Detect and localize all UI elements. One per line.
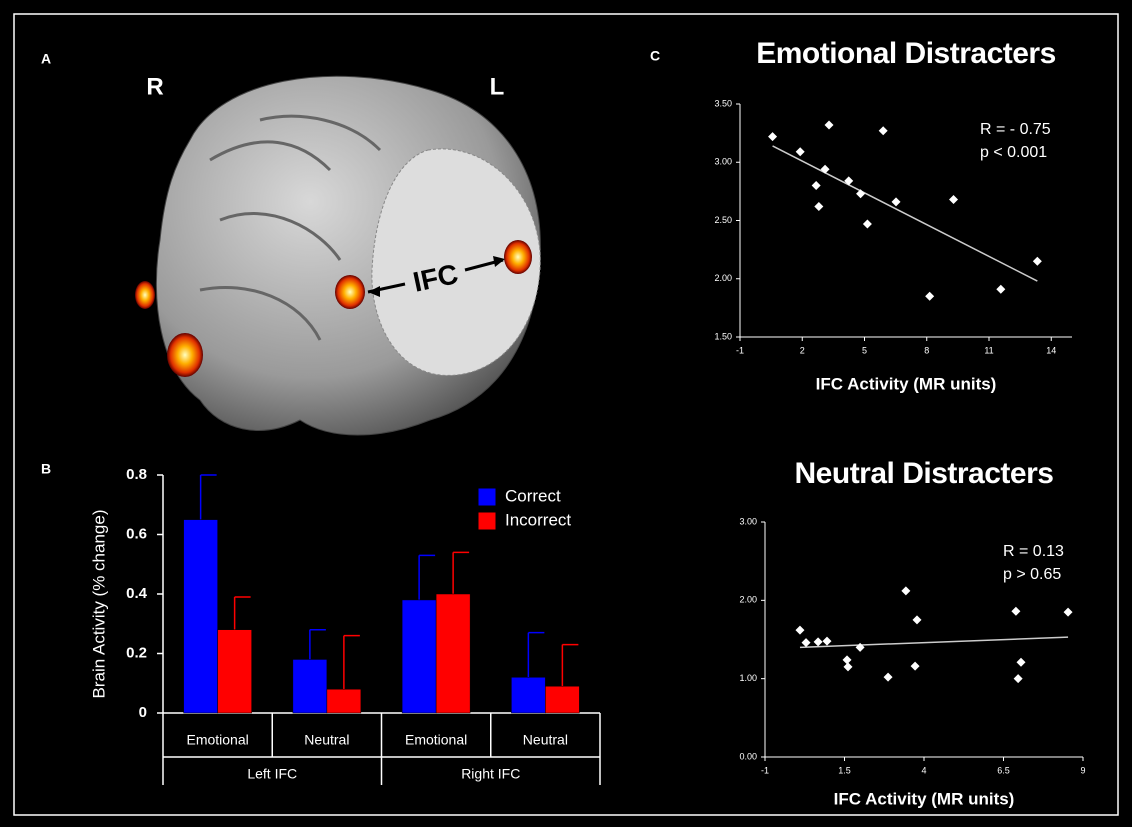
legend-label: Correct — [505, 486, 561, 505]
page: A B C R L IFC 00.20.40.60.8Brain Activit… — [0, 0, 1132, 827]
x-tick-label: 4 — [921, 765, 926, 775]
x-tick-label: 9 — [1080, 765, 1085, 775]
bar — [436, 594, 470, 713]
bar — [293, 659, 327, 713]
legend-label: Incorrect — [505, 510, 571, 529]
annotation: p < 0.001 — [980, 144, 1047, 161]
bar — [511, 677, 545, 713]
y-tick-label: 0.4 — [126, 585, 148, 602]
x-tick-label: -1 — [736, 345, 744, 355]
panel-label: A — [41, 51, 51, 67]
bar — [402, 600, 436, 713]
x-axis-label: IFC Activity (MR units) — [816, 374, 997, 393]
figure: A B C R L IFC 00.20.40.60.8Brain Activit… — [0, 0, 1132, 827]
annotation: p > 0.65 — [1003, 566, 1061, 583]
y-tick-label: 2.50 — [714, 215, 732, 225]
y-tick-label: 0.8 — [126, 466, 147, 483]
x-tick-label: 14 — [1046, 345, 1056, 355]
hemisphere-label: R — [146, 73, 163, 100]
x-tick-label: 11 — [984, 345, 993, 355]
chart-title: Emotional Distracters — [756, 37, 1056, 70]
x-axis-label: IFC Activity (MR units) — [834, 789, 1015, 808]
y-tick-label: 0.2 — [126, 644, 147, 661]
x-tick-label: 5 — [862, 345, 867, 355]
annotation: R = 0.13 — [1003, 543, 1064, 560]
brain-image — [135, 76, 540, 435]
group-label: Right IFC — [461, 766, 520, 782]
x-tick-label: 1.5 — [838, 765, 851, 775]
y-axis-label: Brain Activity (% change) — [89, 510, 108, 699]
chart-title: Neutral Distracters — [795, 457, 1054, 490]
bar — [184, 520, 218, 713]
annotation: R = - 0.75 — [980, 121, 1051, 138]
group-label: Left IFC — [247, 766, 297, 782]
x-tick-label: -1 — [761, 765, 769, 775]
x-tick-label: Neutral — [304, 732, 349, 748]
hemisphere-label: L — [490, 73, 505, 100]
x-tick-label: 2 — [800, 345, 805, 355]
y-tick-label: 3.00 — [714, 157, 732, 167]
y-tick-label: 1.50 — [714, 331, 732, 341]
legend-swatch — [478, 488, 496, 506]
y-tick-label: 2.00 — [739, 595, 757, 605]
x-tick-label: 8 — [924, 345, 929, 355]
y-tick-label: 0 — [139, 704, 147, 721]
bar — [545, 686, 579, 713]
bar — [218, 630, 252, 713]
x-tick-label: Neutral — [523, 732, 568, 748]
legend-swatch — [478, 512, 496, 530]
y-tick-label: 3.00 — [739, 516, 757, 526]
x-tick-label: Emotional — [405, 732, 467, 748]
y-tick-label: 3.50 — [714, 98, 732, 108]
panel-label: B — [41, 461, 51, 477]
y-tick-label: 1.00 — [739, 673, 757, 683]
y-tick-label: 0.00 — [739, 751, 757, 761]
bar — [327, 689, 361, 713]
x-tick-label: Emotional — [186, 732, 248, 748]
y-tick-label: 0.6 — [126, 525, 147, 542]
x-tick-label: 6.5 — [997, 765, 1010, 775]
y-tick-label: 2.00 — [714, 273, 732, 283]
panel-label: C — [650, 48, 660, 64]
